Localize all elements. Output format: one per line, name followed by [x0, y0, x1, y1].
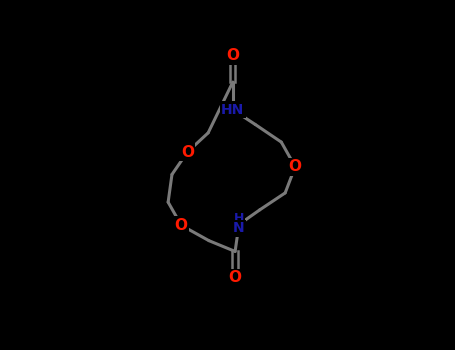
Text: O: O	[181, 145, 194, 160]
Text: N: N	[233, 221, 245, 235]
Text: O: O	[226, 48, 239, 63]
Text: O: O	[288, 159, 302, 174]
Text: HN: HN	[221, 103, 244, 117]
Text: H: H	[234, 212, 244, 225]
Text: O: O	[175, 218, 188, 233]
Text: O: O	[228, 270, 242, 285]
